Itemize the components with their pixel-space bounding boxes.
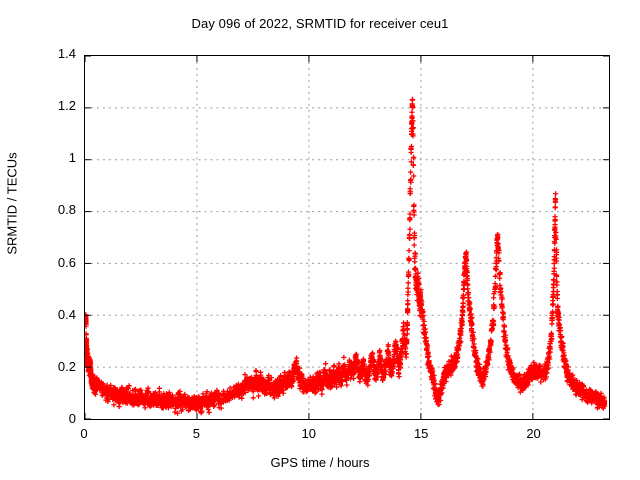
- x-tick-label: 20: [526, 426, 541, 441]
- y-tick-label: 0.2: [57, 358, 76, 374]
- y-tick-label: 0.6: [57, 254, 76, 270]
- y-tick-label: 1.2: [57, 98, 76, 114]
- data-series-srmtid: [85, 96, 608, 416]
- x-axis-label: GPS time / hours: [270, 455, 370, 470]
- y-tick-label: 1: [68, 150, 76, 166]
- y-tick-label: 0: [68, 411, 76, 426]
- x-tick-label: 5: [192, 426, 200, 441]
- plot-frame: [84, 55, 610, 420]
- x-tick-label: 15: [413, 426, 429, 441]
- y-tick-label: 1.4: [57, 46, 76, 61]
- x-tick-label: 0: [80, 426, 88, 441]
- y-tick-label: 0.8: [57, 202, 76, 218]
- y-tick-label: 0.4: [57, 306, 76, 322]
- tick-layer: [85, 56, 609, 419]
- grid-layer: [85, 56, 609, 419]
- chart-title: Day 096 of 2022, SRMTID for receiver ceu…: [191, 16, 449, 31]
- x-tick-label: 10: [301, 426, 317, 441]
